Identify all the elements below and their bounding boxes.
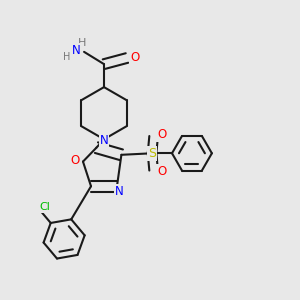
Text: N: N — [115, 185, 124, 198]
Text: N: N — [72, 44, 81, 57]
Text: Cl: Cl — [40, 202, 50, 212]
Text: N: N — [100, 134, 108, 147]
Text: S: S — [148, 147, 156, 160]
Text: H: H — [78, 38, 87, 48]
Text: O: O — [71, 154, 80, 166]
Text: O: O — [157, 128, 167, 141]
Text: O: O — [130, 52, 139, 64]
Text: H: H — [64, 52, 71, 62]
Text: O: O — [157, 165, 167, 178]
